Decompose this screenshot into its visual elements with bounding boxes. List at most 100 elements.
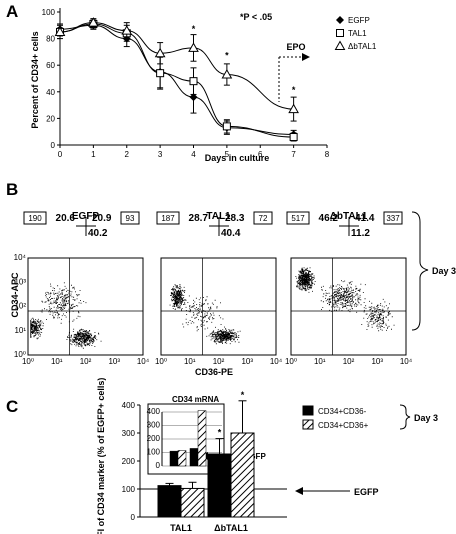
panel-a-x-tick-label: 8 [325, 150, 330, 159]
panel-c-day-label: Day 3 [414, 413, 438, 423]
count-left: 517 [291, 214, 305, 223]
x-tick-label: 10¹ [51, 357, 63, 366]
day3-bracket [411, 211, 429, 331]
legend-swatch [302, 419, 314, 430]
inset-y-tick-label: 100 [147, 448, 161, 457]
panel-a-x-tick-label: 4 [191, 150, 196, 159]
quadrant-upper-right: 28.3 [225, 213, 245, 224]
panel-a-x-tick-label: 6 [258, 150, 263, 159]
panel-c-bar-chart: MFI of CD34 marker (% of EGFP+ cells) EG… [96, 378, 438, 534]
y-tick-label: 10¹ [14, 326, 26, 335]
quadrant-lower-right: 40.2 [88, 228, 108, 239]
panel-a-x-tick-label: 1 [91, 150, 96, 159]
inset-y-tick-label: 300 [147, 421, 161, 430]
panel-a-legend: EGFP TAL1 ΔbTAL1 [334, 16, 377, 51]
panel-a-y-label: Percent of CD34+ cells [30, 31, 40, 128]
legend-label: CD34+CD36- [318, 407, 367, 416]
data-point [288, 103, 299, 114]
quadrant-upper-left: 46.2 [319, 213, 339, 224]
panel-a-y-tick-label: 40 [46, 88, 55, 97]
data-point [54, 26, 66, 36]
panel-a-pvalue: *P < .05 [240, 12, 272, 22]
x-tick-label: 10⁴ [400, 357, 413, 366]
epo-label: EPO [286, 42, 305, 52]
inset-bar-hatched [177, 450, 187, 467]
y-tick-label: 10³ [14, 277, 26, 286]
panel-c-bracket [399, 404, 411, 430]
x-tick-label: 10³ [371, 357, 383, 366]
significance-star: * [218, 428, 222, 438]
x-tick-label: 10² [213, 357, 225, 366]
count-left: 187 [161, 214, 175, 223]
bar-hatched [180, 487, 205, 518]
panel-b-dot-plots: EGFP 190 20.6 20.9 93 40.2 10⁰ 10¹ 10² 10³ 10⁴ TAL1… [14, 211, 413, 366]
inset-y-tick-label: 400 [147, 407, 161, 416]
data-point [189, 93, 198, 102]
bar-hatched [230, 432, 255, 518]
x-tick-label: 10² [80, 357, 92, 366]
data-point [189, 77, 198, 86]
data-point [188, 42, 199, 52]
panel-c-y-tick-label: 0 [131, 513, 136, 522]
dot-plot-title: EGFP [72, 211, 100, 222]
event-dots [206, 326, 241, 345]
quadrant-upper-right: 41.4 [355, 213, 375, 224]
dot-plot-frame [290, 257, 407, 356]
panel-c-letter: C [6, 397, 18, 416]
data-point [121, 25, 133, 35]
event-dots [361, 298, 395, 332]
panel-a-y-tick-label: 60 [46, 61, 55, 70]
panel-b-x-label: CD36-PE [195, 367, 233, 377]
data-point [156, 69, 165, 78]
count-right: 93 [126, 214, 135, 223]
event-dots [295, 267, 316, 293]
x-tick-label: 10⁰ [155, 357, 167, 366]
panel-a-y-tick-label: 20 [46, 114, 55, 123]
count-box-right [120, 211, 140, 225]
data-point [289, 133, 298, 142]
inset-y-tick-label: 0 [156, 461, 161, 470]
panel-c-y-tick-label: 300 [122, 429, 136, 438]
legend-label: ΔbTAL1 [348, 42, 377, 51]
dot-plot-title: ΔbTAL1 [330, 211, 368, 222]
x-tick-label: 10¹ [184, 357, 196, 366]
count-box-right [383, 211, 403, 225]
panel-a-line-chart: Days in culture Percent of CD34+ cells *… [30, 8, 377, 163]
panel-b-letter: B [6, 180, 18, 199]
quadrant-upper-right: 20.9 [92, 213, 112, 224]
count-right: 72 [259, 214, 268, 223]
legend-swatch [302, 405, 314, 416]
panel-a-x-tick-label: 7 [291, 150, 296, 159]
event-dots [30, 317, 44, 340]
panel-c-legend: CD34+CD36- CD34+CD36+ [302, 405, 369, 430]
quadrant-lower-right: 40.4 [221, 228, 241, 239]
panel-a-x-label: Days in culture [205, 153, 270, 163]
inset-y-tick-label: 200 [147, 434, 161, 443]
panel-a-x-tick-label: 3 [158, 150, 163, 159]
inset-egfp-label: EGFP [244, 452, 266, 461]
x-tick-label: 10⁰ [22, 357, 34, 366]
x-tick-label: 10² [343, 357, 355, 366]
legend-label: CD34+CD36+ [318, 421, 369, 430]
data-point [154, 47, 166, 58]
category-label: ΔbTAL1 [214, 523, 248, 533]
panel-a-y-tick-label: 100 [42, 8, 56, 17]
panel-c-y-label: MFI of CD34 marker (% of EGFP+ cells) [96, 378, 106, 534]
data-point [222, 122, 231, 131]
panel-c-y-tick-label: 100 [122, 485, 136, 494]
inset-title: CD34 mRNA [172, 395, 219, 404]
panel-c-y-tick-label: 200 [122, 457, 136, 466]
panel-a-x-tick-label: 0 [58, 150, 63, 159]
y-tick-label: 10⁰ [14, 350, 26, 359]
x-tick-label: 10⁰ [285, 357, 297, 366]
panel-b-y-label: CD34-APC [10, 272, 20, 318]
x-tick-label: 10³ [108, 357, 120, 366]
panel-a-y-tick-label: 0 [51, 141, 56, 150]
category-label: TAL1 [170, 523, 192, 533]
event-dots [169, 284, 186, 311]
x-tick-label: 10³ [241, 357, 253, 366]
legend-label: TAL1 [348, 29, 367, 38]
panel-a-letter: A [6, 2, 18, 21]
legend-marker [336, 29, 344, 37]
